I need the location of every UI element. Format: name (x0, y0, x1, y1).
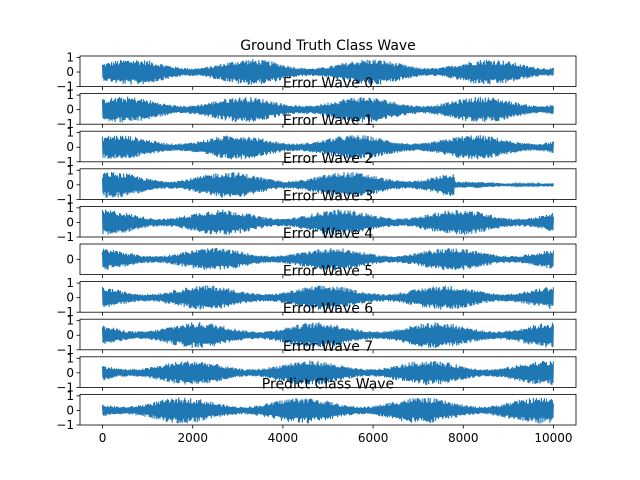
y-tick-label: 1 (66, 351, 74, 365)
panel-title: Error Wave 1 (283, 113, 373, 129)
y-tick-label: 0 (66, 103, 74, 117)
wave-line (101, 285, 554, 310)
y-tick-label: 1 (66, 201, 74, 215)
panel-title: Predict Class Wave (262, 376, 394, 392)
panel-title: Error Wave 6 (283, 301, 373, 317)
axes-frame (79, 55, 577, 88)
panel-title: Error Wave 7 (283, 339, 373, 355)
wave-line (101, 397, 554, 424)
y-tick-label: 0 (66, 65, 74, 79)
x-tick-label: 4000 (268, 431, 299, 445)
panel: 0 Error Wave 4 (66, 226, 577, 279)
y-tick-label: 0 (66, 140, 74, 154)
y-tick-label: −1 (56, 230, 74, 244)
axes-frame (79, 205, 577, 238)
axes-frame (79, 356, 577, 388)
x-tick-label: 0 (99, 431, 107, 445)
axes-frame (79, 318, 577, 351)
x-tick-label: 10000 (534, 431, 572, 445)
panel-title: Error Wave 4 (283, 226, 373, 242)
y-tick-label: −1 (56, 80, 74, 94)
y-tick-label: 0 (66, 366, 74, 380)
y-tick-label: 1 (66, 389, 74, 403)
axes-frame (79, 393, 577, 426)
y-tick-label: 1 (66, 276, 74, 290)
panel-title: Error Wave 0 (283, 76, 373, 92)
panel-title: Error Wave 2 (283, 151, 373, 167)
y-tick-label: −1 (56, 305, 74, 319)
axes-frame (79, 130, 577, 163)
wave-line (101, 360, 554, 386)
y-tick-label: 1 (66, 50, 74, 64)
panel-title: Error Wave 5 (283, 264, 373, 280)
y-tick-label: 0 (66, 252, 74, 266)
wave-line (101, 171, 554, 198)
y-tick-label: 0 (66, 403, 74, 417)
y-tick-label: 0 (66, 178, 74, 192)
y-tick-label: 1 (66, 314, 74, 328)
x-tick-label: 6000 (358, 431, 389, 445)
y-tick-label: 0 (66, 215, 74, 229)
wave-line (101, 209, 554, 236)
y-tick-label: −1 (56, 155, 74, 169)
y-tick-label: −1 (56, 343, 74, 357)
y-tick-label: −1 (56, 380, 74, 394)
wave-line (101, 59, 554, 86)
axes-frame (79, 93, 577, 125)
wave-line (101, 322, 554, 349)
panel-title: Error Wave 3 (283, 188, 373, 204)
panel-title: Ground Truth Class Wave (240, 38, 416, 54)
panel: −101 Ground Truth Class Wave (56, 38, 577, 94)
y-tick-label: 1 (66, 126, 74, 140)
y-tick-label: −1 (56, 192, 74, 206)
axes-frame (79, 168, 577, 200)
y-tick-label: −1 (56, 117, 74, 131)
x-tick-label: 2000 (177, 431, 208, 445)
y-tick-label: 1 (66, 163, 74, 177)
panel: −101 Error Wave 5 (56, 264, 577, 319)
x-tick-label: 8000 (448, 431, 479, 445)
wave-line (101, 247, 554, 271)
y-tick-label: 1 (66, 88, 74, 102)
y-tick-label: −1 (56, 418, 74, 432)
y-tick-label: 0 (66, 291, 74, 305)
wave-line (101, 135, 554, 160)
y-tick-label: 0 (66, 328, 74, 342)
axes-frame (79, 281, 577, 313)
wave-line (101, 96, 554, 123)
